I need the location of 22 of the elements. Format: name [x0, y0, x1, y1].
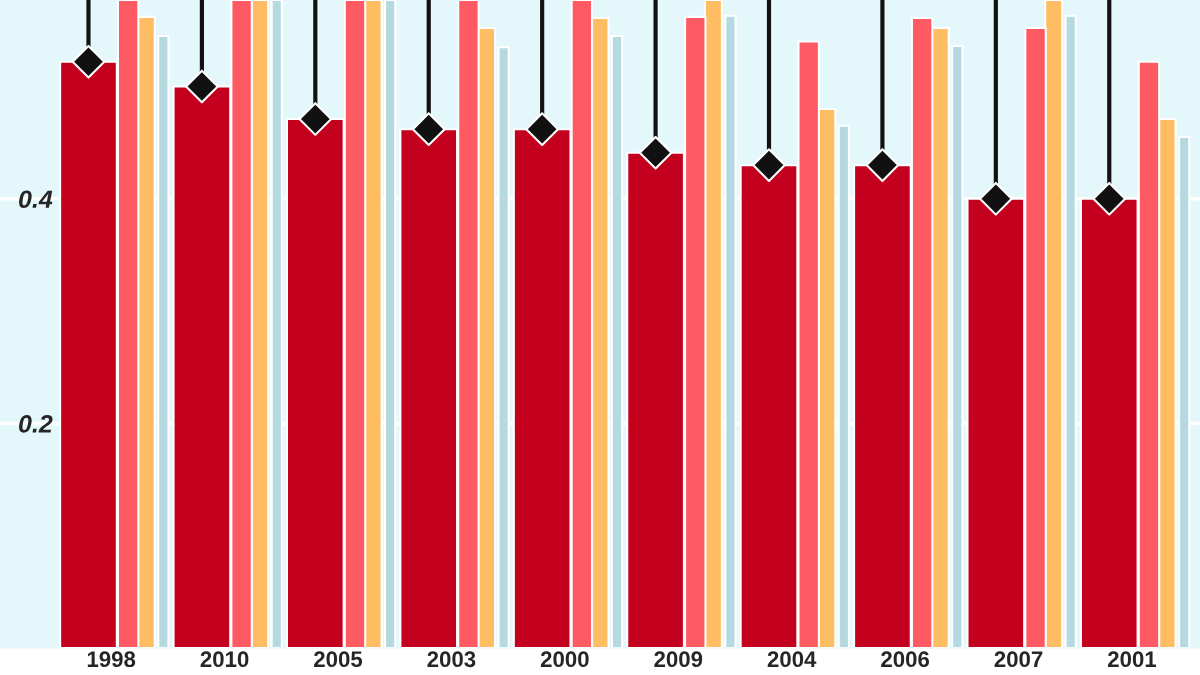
point — [185, 69, 219, 104]
x-tick-label: 2009 — [654, 651, 703, 668]
point — [71, 44, 106, 79]
point — [638, 135, 673, 170]
point — [978, 181, 1013, 216]
point — [1092, 181, 1127, 216]
y-tick-label: 0.2 — [19, 414, 53, 433]
point — [298, 102, 333, 136]
x-tick-label: 2005 — [314, 651, 363, 668]
x-tick-label: 2001 — [1108, 651, 1157, 668]
x-tick-label: 2006 — [881, 651, 930, 668]
y-tick-label: 0.4 — [19, 190, 53, 209]
x-tick-label: 2007 — [994, 651, 1043, 668]
point — [411, 112, 446, 147]
point — [525, 112, 560, 147]
x-tick-label: 2003 — [427, 651, 476, 668]
x-tick-label: 2000 — [540, 651, 589, 668]
x-tick-label: 2004 — [767, 651, 817, 668]
point — [865, 148, 900, 182]
x-tick-label: 2010 — [200, 651, 249, 668]
point — [752, 148, 786, 182]
x-tick-label: 1998 — [87, 651, 136, 668]
